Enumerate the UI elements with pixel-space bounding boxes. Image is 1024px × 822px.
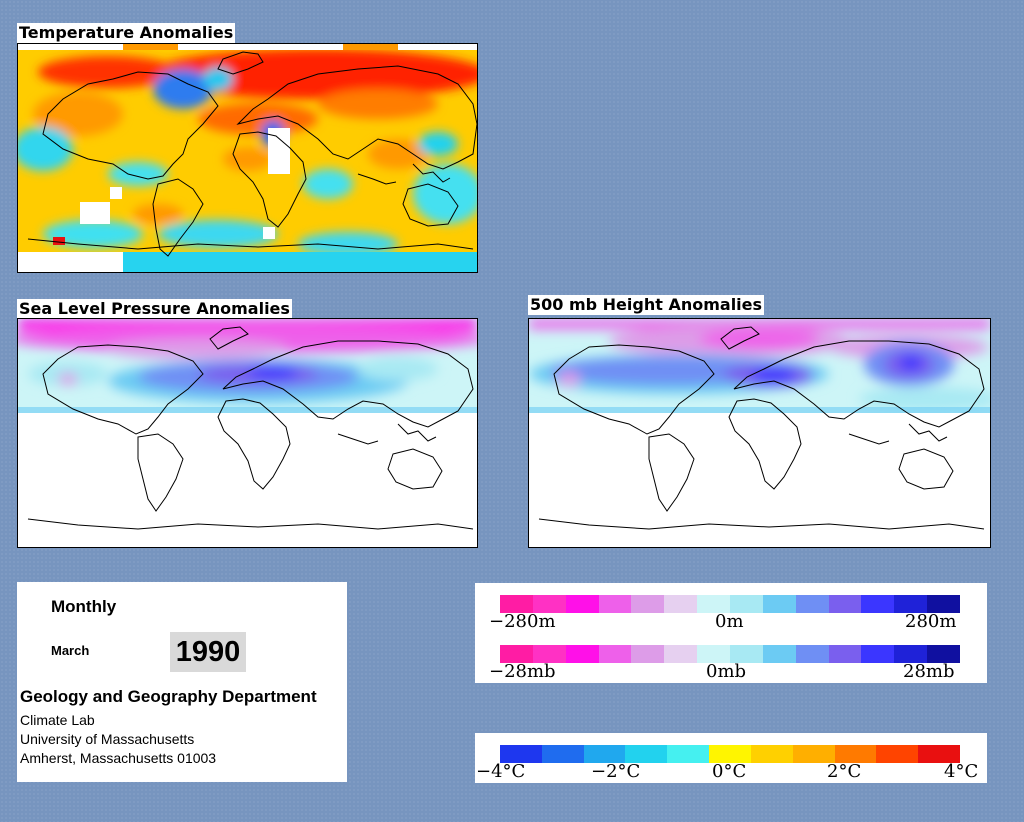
- pressure-swatch: [631, 645, 665, 663]
- pressure-legend-mid: 0mb: [706, 661, 747, 682]
- temp-legend-zero: 0°C: [712, 761, 747, 782]
- temperature-swatch: [541, 745, 584, 763]
- pressure-swatch: [762, 645, 796, 663]
- month-label: March: [51, 643, 90, 658]
- pressure-swatch: [664, 645, 698, 663]
- slp-map-image: [18, 319, 477, 530]
- height-swatch: [697, 595, 731, 613]
- pressure-swatch: [828, 645, 862, 663]
- pressure-swatch: [894, 645, 928, 663]
- pressure-swatch: [697, 645, 731, 663]
- height-swatch: [795, 595, 829, 613]
- height-swatch: [532, 595, 566, 613]
- temperature-swatch: [750, 745, 793, 763]
- pressure-swatch: [730, 645, 763, 663]
- height-color-bar: [500, 595, 961, 613]
- university-name: University of Massachusetts: [20, 731, 195, 747]
- pressure-swatch: [500, 645, 533, 663]
- height-swatch: [500, 595, 533, 613]
- temperature-anomaly-map: [17, 43, 478, 273]
- lab-name: Climate Lab: [20, 712, 95, 728]
- temperature-swatch: [709, 745, 751, 763]
- temperature-swatch: [500, 745, 542, 763]
- height-swatch: [598, 595, 632, 613]
- info-panel: Monthly March 1990 Geology and Geography…: [17, 582, 347, 782]
- height-map-image: [529, 319, 990, 530]
- temperature-swatch: [876, 745, 919, 763]
- height-swatch: [927, 595, 961, 613]
- temp-legend-minus4: −4°C: [476, 761, 526, 782]
- temperature-swatch: [667, 745, 710, 763]
- temperature-swatch: [625, 745, 668, 763]
- temp-legend-plus4: 4°C: [944, 761, 979, 782]
- pressure-color-bar: [500, 645, 961, 663]
- period-label: Monthly: [51, 597, 117, 616]
- year-label: 1990: [170, 632, 246, 672]
- height-legend-mid: 0m: [715, 611, 744, 632]
- slp-anomaly-map: [17, 318, 478, 548]
- temperature-swatch: [583, 745, 626, 763]
- pressure-swatch: [927, 645, 961, 663]
- height-map-title: 500 mb Height Anomalies: [528, 295, 765, 315]
- height-swatch: [828, 595, 862, 613]
- department-name: Geology and Geography Department: [20, 687, 317, 706]
- height-swatch: [762, 595, 796, 613]
- height-legend-min: −280m: [489, 611, 556, 632]
- pressure-swatch: [861, 645, 895, 663]
- pressure-legend-max: 28mb: [903, 661, 955, 682]
- pressure-swatch: [598, 645, 632, 663]
- height-swatch: [631, 595, 665, 613]
- pressure-swatch: [795, 645, 829, 663]
- pressure-swatch: [565, 645, 599, 663]
- height-swatch: [894, 595, 928, 613]
- temperature-swatch: [834, 745, 877, 763]
- height-pressure-legend: −280m 0m 280m −28mb 0mb 28mb: [475, 583, 987, 683]
- temperature-legend: −4°C −2°C 0°C 2°C 4°C: [475, 733, 987, 783]
- height-swatch: [861, 595, 895, 613]
- pressure-swatch: [532, 645, 566, 663]
- address-text: Amherst, Massachusetts 01003: [20, 750, 217, 766]
- height-swatch: [565, 595, 599, 613]
- height-swatch: [730, 595, 763, 613]
- temp-legend-plus2: 2°C: [827, 761, 862, 782]
- temperature-swatch: [792, 745, 835, 763]
- pressure-legend-min: −28mb: [489, 661, 556, 682]
- height-swatch: [664, 595, 698, 613]
- slp-map-title: Sea Level Pressure Anomalies: [17, 299, 292, 319]
- temperature-color-bar: [500, 745, 960, 763]
- height-legend-max: 280m: [905, 611, 957, 632]
- height-anomaly-map: [528, 318, 991, 548]
- temperature-swatch: [918, 745, 960, 763]
- temp-legend-minus2: −2°C: [591, 761, 641, 782]
- temperature-map-title: Temperature Anomalies: [17, 23, 236, 43]
- temperature-map-image: [18, 44, 477, 272]
